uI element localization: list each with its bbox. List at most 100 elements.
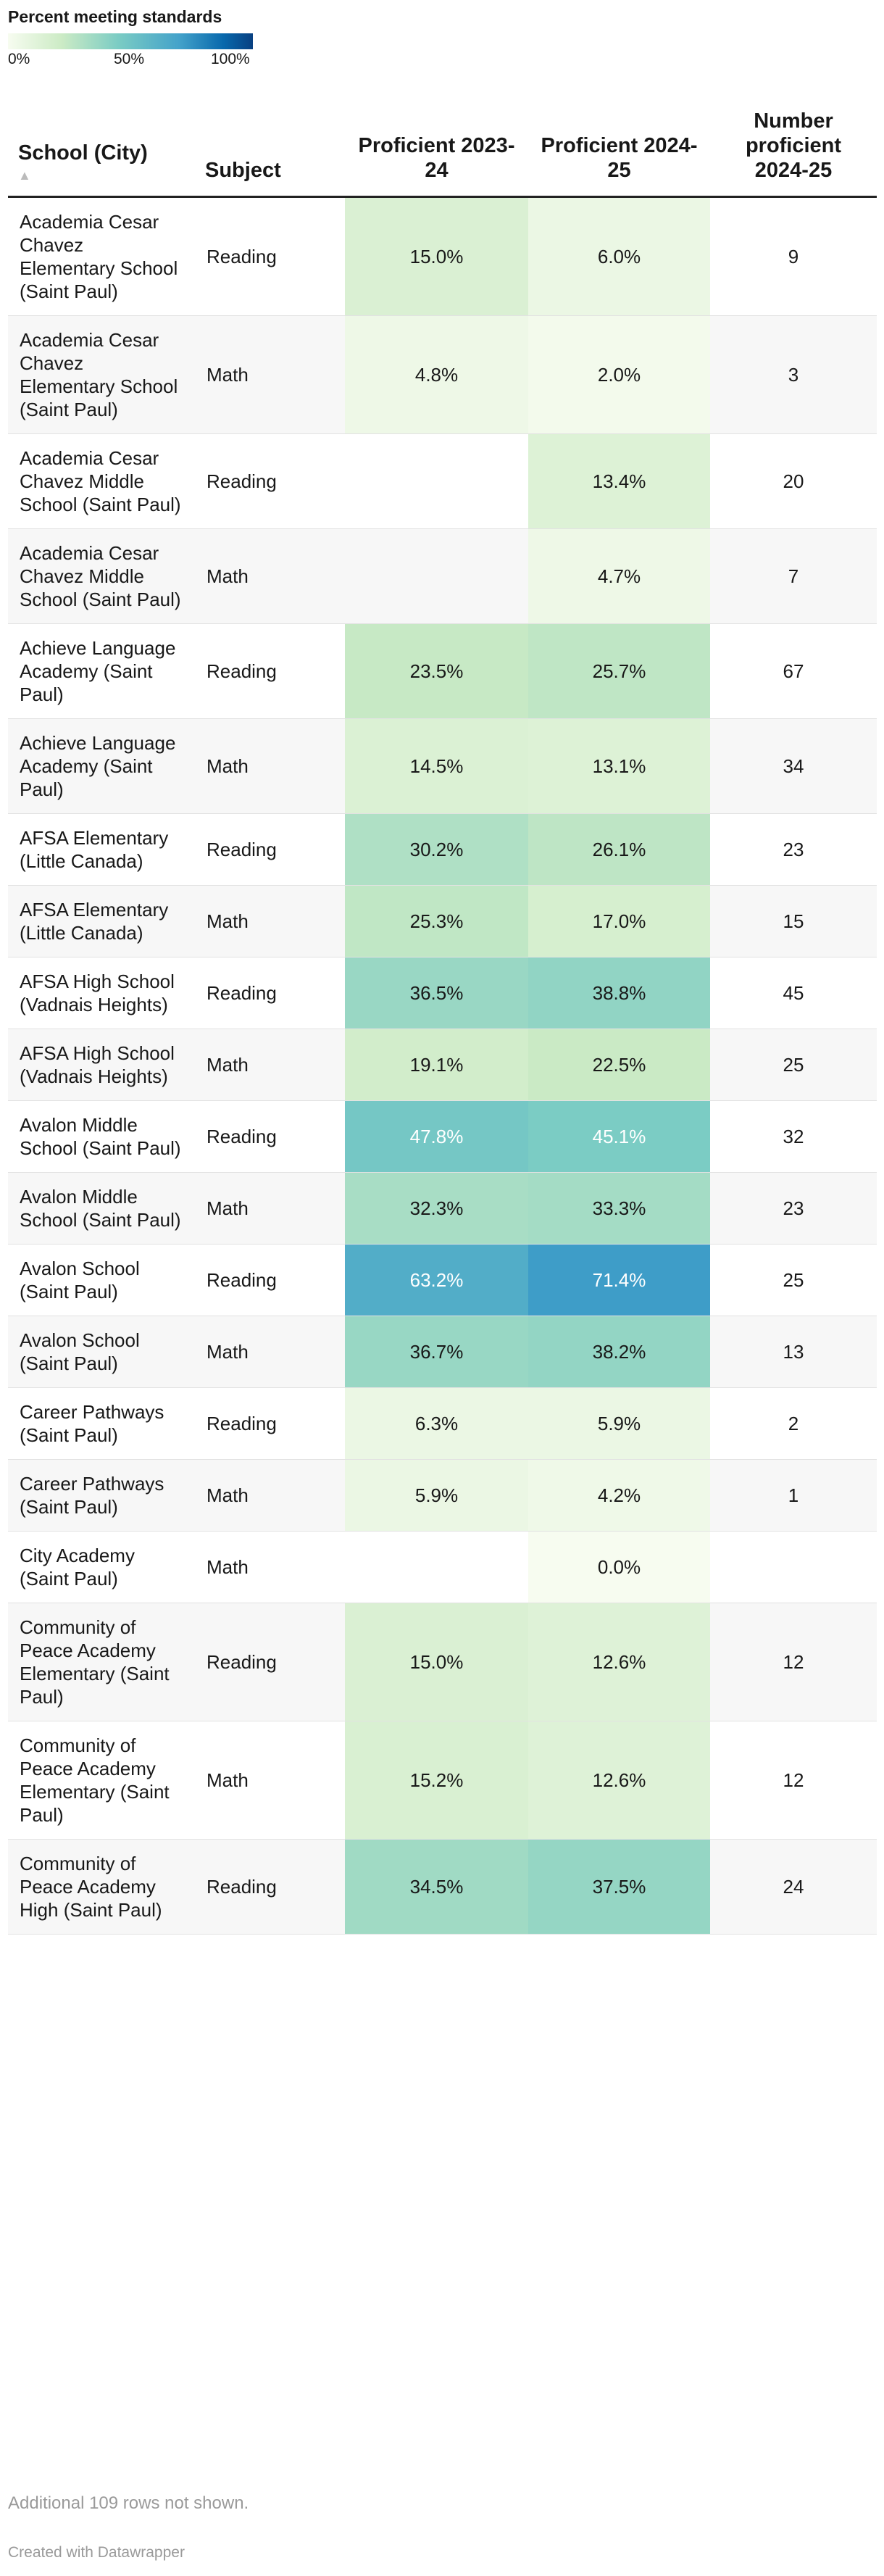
cell-proficient-2024-25: 22.5% [528,1029,710,1101]
table-row: Community of Peace Academy Elementary (S… [8,1721,877,1840]
cell-number-proficient: 20 [710,433,877,529]
cell-subject: Math [195,1721,345,1840]
table-row: AFSA Elementary (Little Canada) Reading 30… [8,813,877,886]
cell-proficient-2024-25: 13.1% [528,718,710,814]
cell-subject: Math [195,1172,345,1245]
cell-proficient-2024-25: 45.1% [528,1100,710,1173]
cell-subject: Reading [195,957,345,1029]
cell-subject: Math [195,1531,345,1603]
column-header-label: School (City) [18,141,148,165]
cell-number-proficient: 23 [710,1172,877,1245]
cell-proficient-2023-24: 15.2% [345,1721,528,1840]
cell-proficient-2024-25: 33.3% [528,1172,710,1245]
cell-proficient-2023-24: 25.3% [345,885,528,957]
cell-proficient-2024-25: 0.0% [528,1531,710,1603]
cell-subject: Math [195,1029,345,1101]
cell-school: Career Pathways (Saint Paul) [8,1459,195,1532]
cell-proficient-2023-24: 63.2% [345,1244,528,1316]
column-header-school[interactable]: School (City) ▲ [8,109,195,198]
cell-proficient-2023-24: 6.3% [345,1387,528,1460]
cell-proficient-2023-24: 36.5% [345,957,528,1029]
cell-school: AFSA High School (Vadnais Heights) [8,957,195,1029]
cell-proficient-2024-25: 4.7% [528,528,710,624]
table-row: Academia Cesar Chavez Elementary School … [8,196,877,316]
cell-school: AFSA Elementary (Little Canada) [8,813,195,886]
cell-subject: Reading [195,1387,345,1460]
cell-proficient-2023-24: 5.9% [345,1459,528,1532]
cell-school: Academia Cesar Chavez Elementary School … [8,315,195,434]
cell-number-proficient: 12 [710,1721,877,1840]
cell-proficient-2023-24: 34.5% [345,1839,528,1935]
column-header-number-proficient[interactable]: Number proficient 2024-25 [710,109,877,198]
cell-subject: Math [195,1459,345,1532]
cell-number-proficient: 2 [710,1387,877,1460]
cell-number-proficient [710,1531,877,1603]
cell-proficient-2023-24: 47.8% [345,1100,528,1173]
cell-number-proficient: 24 [710,1839,877,1935]
table-row: City Academy (Saint Paul) Math 0.0% [8,1531,877,1603]
column-header-subject[interactable]: Subject [195,109,345,198]
cell-proficient-2024-25: 4.2% [528,1459,710,1532]
cell-subject: Reading [195,813,345,886]
legend-title: Percent meeting standards [8,7,222,26]
cell-school: City Academy (Saint Paul) [8,1531,195,1603]
table-row: Community of Peace Academy Elementary (S… [8,1603,877,1721]
cell-proficient-2023-24: 32.3% [345,1172,528,1245]
table-row: Academia Cesar Chavez Elementary School … [8,315,877,434]
cell-proficient-2024-25: 12.6% [528,1721,710,1840]
cell-subject: Reading [195,1603,345,1721]
table-row: Avalon Middle School (Saint Paul) Math 32.… [8,1172,877,1245]
table-row: Career Pathways (Saint Paul) Reading 6.3% 5… [8,1387,877,1460]
cell-subject: Math [195,885,345,957]
cell-proficient-2024-25: 5.9% [528,1387,710,1460]
sort-ascending-icon[interactable]: ▲ [18,168,31,183]
cell-number-proficient: 9 [710,196,877,316]
cell-school: Avalon Middle School (Saint Paul) [8,1100,195,1173]
cell-school: Academia Cesar Chavez Middle School (Sai… [8,433,195,529]
color-legend: Percent meeting standards 0% 50% 100% [8,7,298,68]
cell-number-proficient: 25 [710,1029,877,1101]
table-row: Community of Peace Academy High (Saint P… [8,1839,877,1935]
cell-subject: Math [195,718,345,814]
table-row: Career Pathways (Saint Paul) Math 5.9% 4.2%… [8,1459,877,1532]
legend-ticks: 0% 50% 100% [8,49,269,68]
table-row: Academia Cesar Chavez Middle School (Sai… [8,433,877,529]
cell-number-proficient: 34 [710,718,877,814]
cell-proficient-2024-25: 71.4% [528,1244,710,1316]
cell-proficient-2023-24: 19.1% [345,1029,528,1101]
table-row: Achieve Language Academy (Saint Paul) Rea… [8,623,877,719]
cell-proficient-2024-25: 25.7% [528,623,710,719]
cell-number-proficient: 1 [710,1459,877,1532]
cell-proficient-2023-24 [345,1531,528,1603]
cell-proficient-2023-24: 15.0% [345,1603,528,1721]
legend-gradient-bar [8,33,253,49]
cell-school: Academia Cesar Chavez Middle School (Sai… [8,528,195,624]
cell-school: Achieve Language Academy (Saint Paul) [8,718,195,814]
column-header-proficient-2023-24[interactable]: Proficient 2023-24 [345,109,528,198]
table-row: Avalon Middle School (Saint Paul) Reading… [8,1100,877,1173]
table-header-row: School (City) ▲ Subject Proficient 2023-… [8,109,877,198]
cell-proficient-2023-24: 14.5% [345,718,528,814]
cell-school: Avalon Middle School (Saint Paul) [8,1172,195,1245]
cell-proficient-2024-25: 26.1% [528,813,710,886]
table-row: Avalon School (Saint Paul) Math 36.7% 38.2%… [8,1316,877,1388]
cell-subject: Reading [195,1244,345,1316]
cell-school: Community of Peace Academy Elementary (S… [8,1721,195,1840]
cell-proficient-2024-25: 6.0% [528,196,710,316]
cell-school: Avalon School (Saint Paul) [8,1244,195,1316]
table-body: Academia Cesar Chavez Elementary School … [8,196,877,1935]
cell-school: Career Pathways (Saint Paul) [8,1387,195,1460]
column-header-proficient-2024-25[interactable]: Proficient 2024-25 [528,109,710,198]
cell-number-proficient: 23 [710,813,877,886]
cell-school: AFSA Elementary (Little Canada) [8,885,195,957]
data-table: School (City) ▲ Subject Proficient 2023-… [8,109,877,1935]
cell-subject: Math [195,528,345,624]
cell-subject: Reading [195,433,345,529]
cell-number-proficient: 7 [710,528,877,624]
cell-subject: Reading [195,1100,345,1173]
legend-tick-max: 100% [211,51,250,67]
datawrapper-credit: Created with Datawrapper [8,2544,185,2561]
cell-subject: Reading [195,196,345,316]
cell-school: Avalon School (Saint Paul) [8,1316,195,1388]
cell-school: Academia Cesar Chavez Elementary School … [8,196,195,316]
